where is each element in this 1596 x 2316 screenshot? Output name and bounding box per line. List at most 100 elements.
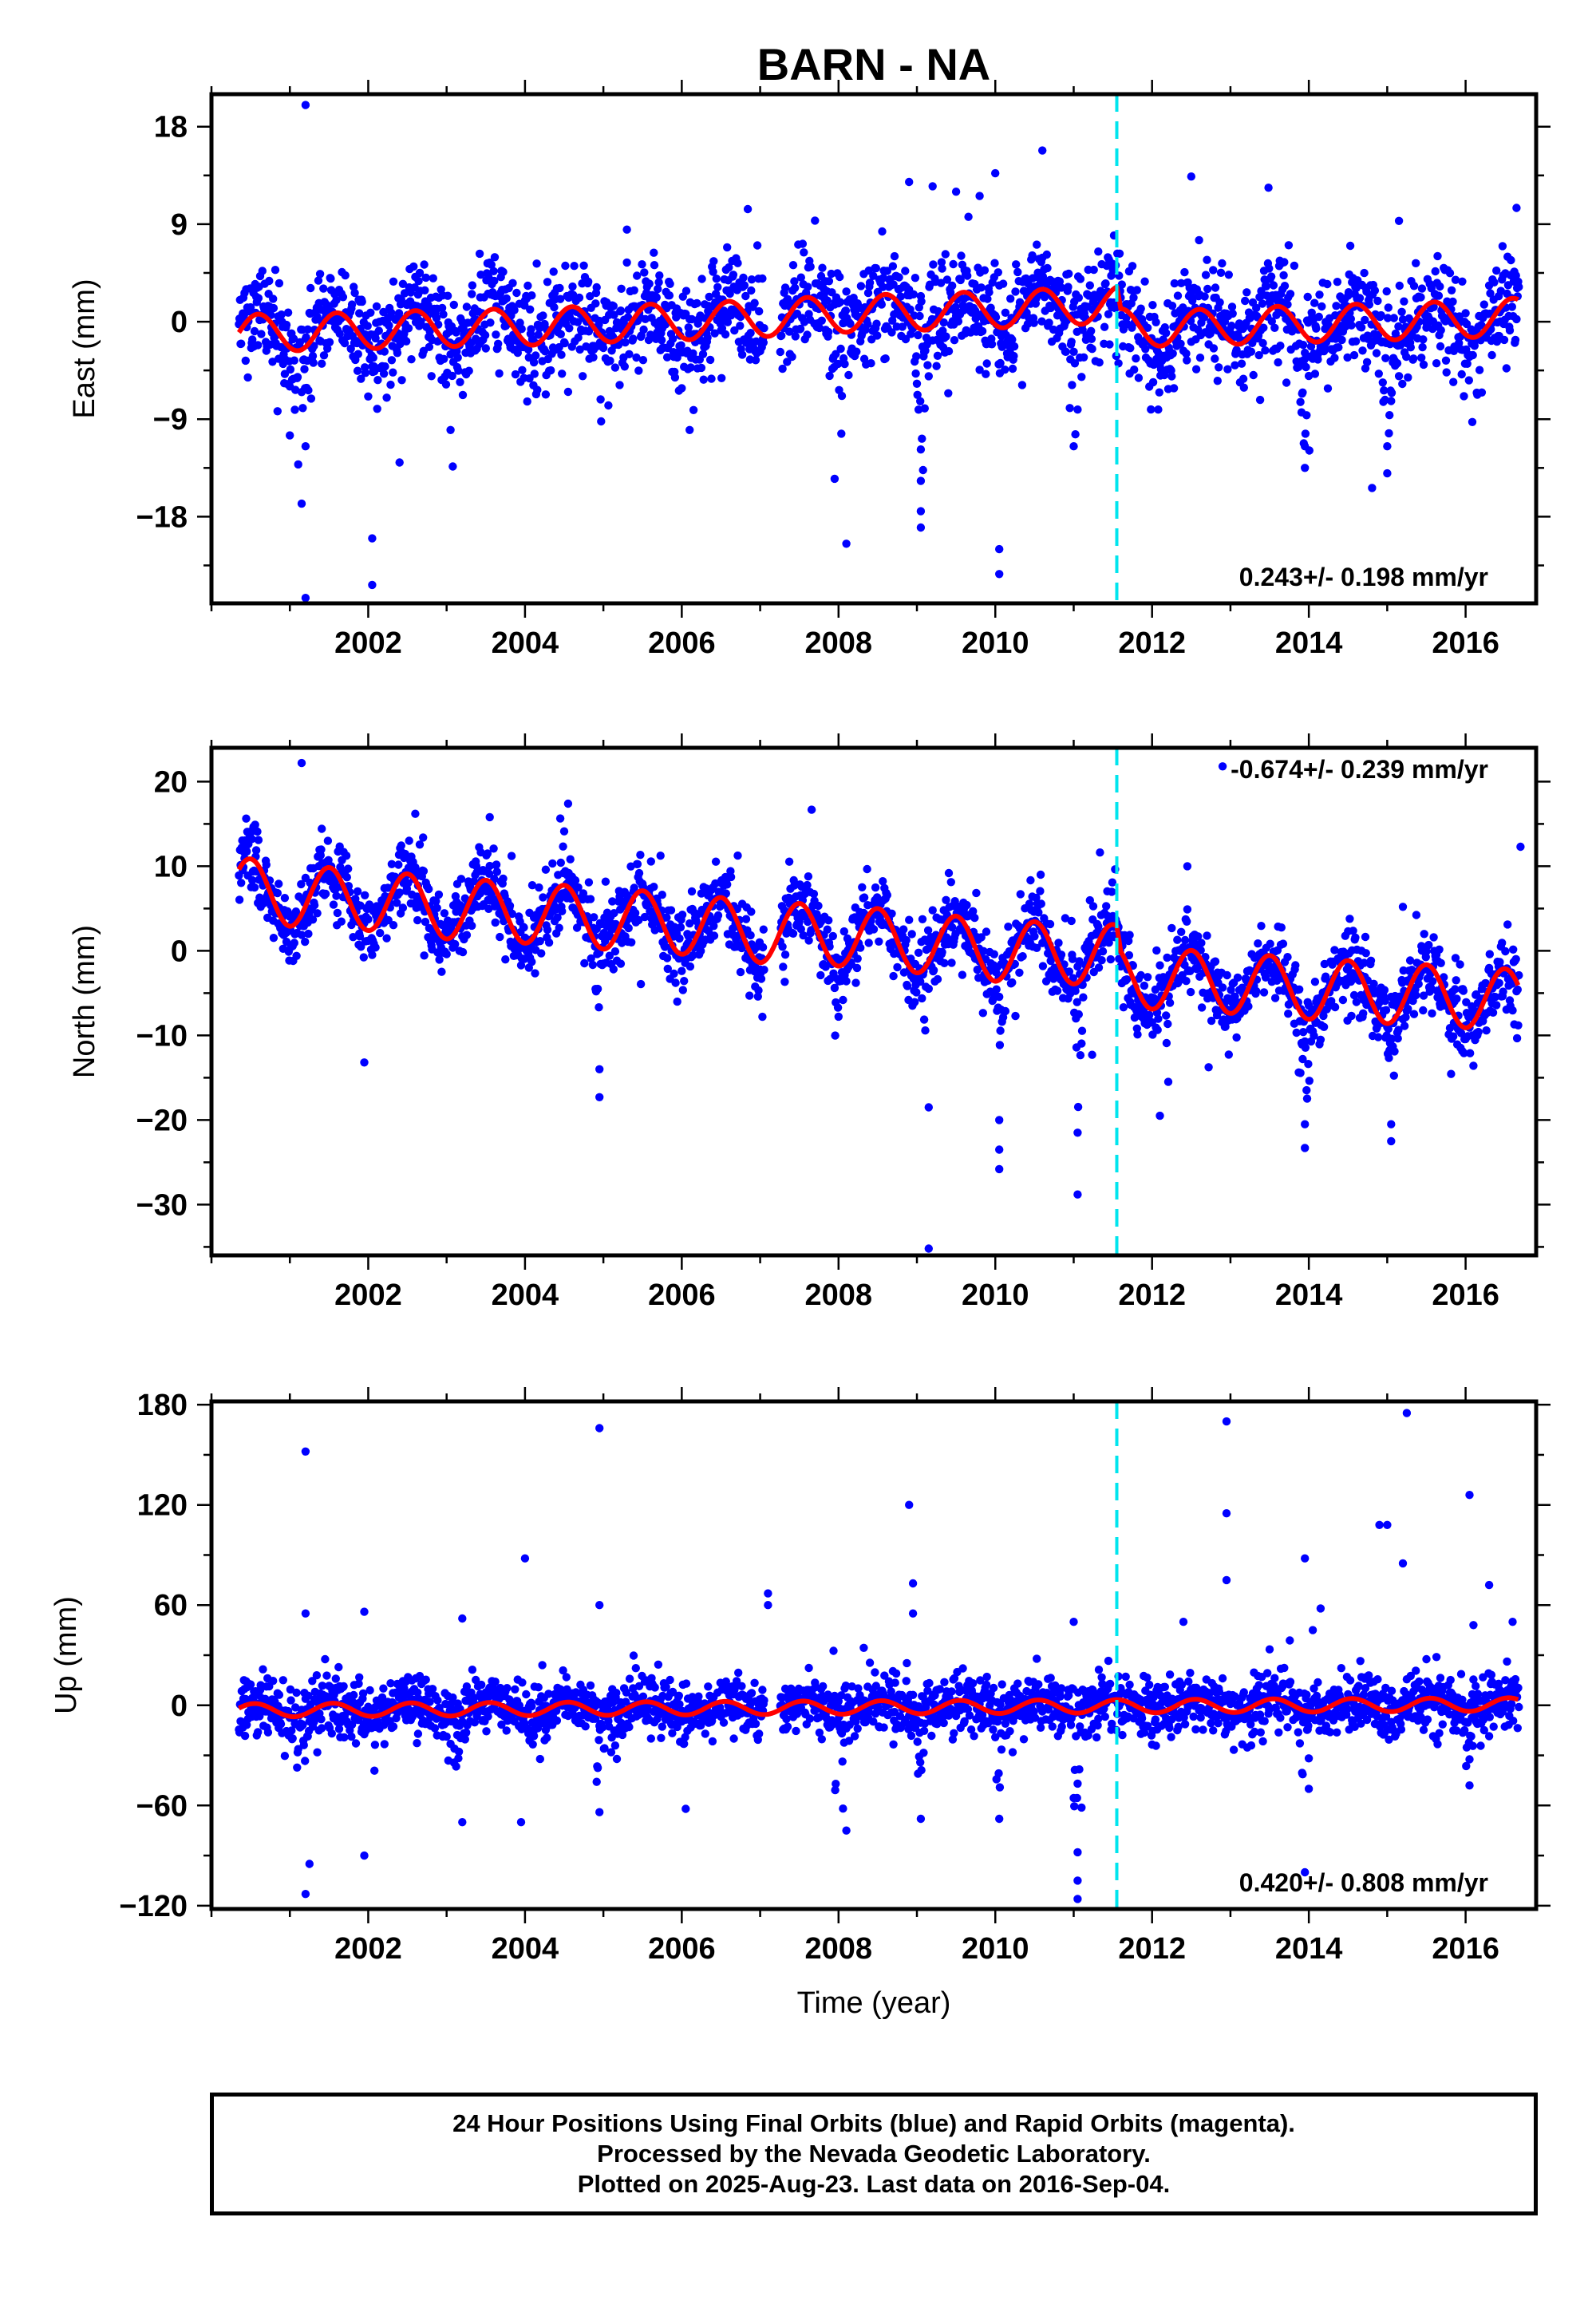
data-point xyxy=(1195,235,1203,245)
data-point xyxy=(308,351,318,361)
data-point xyxy=(485,861,494,871)
data-point xyxy=(1073,1102,1083,1112)
data-point xyxy=(1115,249,1124,258)
data-point xyxy=(321,889,330,899)
data-point xyxy=(693,298,701,308)
data-point xyxy=(1394,372,1404,381)
data-point xyxy=(475,249,484,259)
data-point xyxy=(743,204,753,214)
data-point xyxy=(1215,298,1224,307)
data-point xyxy=(929,260,938,269)
data-point xyxy=(1200,292,1209,301)
data-point xyxy=(729,271,738,279)
data-point xyxy=(402,337,411,346)
data-point xyxy=(1448,297,1457,306)
data-point xyxy=(1429,933,1438,942)
data-point xyxy=(914,948,923,958)
data-point xyxy=(242,814,251,823)
data-point xyxy=(1169,384,1179,393)
data-point xyxy=(533,385,542,394)
data-point xyxy=(1404,373,1412,382)
data-point xyxy=(1102,902,1111,911)
data-point xyxy=(1468,417,1477,426)
data-point xyxy=(579,372,587,381)
data-point xyxy=(480,330,490,340)
data-point xyxy=(327,1729,336,1738)
data-point xyxy=(373,405,381,413)
data-point xyxy=(1143,973,1152,982)
outlier-point xyxy=(1387,1136,1396,1146)
data-point xyxy=(804,283,812,291)
data-point xyxy=(1394,322,1403,331)
outlier-point xyxy=(1383,468,1392,478)
data-point xyxy=(778,364,787,373)
data-point xyxy=(492,868,501,876)
data-point xyxy=(1436,958,1445,968)
x-tick-label: 2004 xyxy=(492,626,559,660)
data-point xyxy=(736,322,745,330)
data-point xyxy=(1148,301,1157,310)
data-point xyxy=(1330,1002,1340,1012)
data-point xyxy=(1004,923,1013,931)
outlier-point xyxy=(368,534,377,543)
data-point xyxy=(1442,368,1451,377)
x-tick-label: 2014 xyxy=(1275,1279,1343,1312)
data-point xyxy=(784,327,794,336)
data-point xyxy=(1162,1038,1171,1048)
data-point xyxy=(712,275,721,283)
data-point xyxy=(938,947,946,957)
data-point xyxy=(780,978,789,986)
y-tick-label: −20 xyxy=(136,1104,188,1137)
data-point xyxy=(1301,1043,1310,1053)
data-point xyxy=(1382,287,1391,296)
data-point xyxy=(592,283,601,292)
data-point xyxy=(1008,335,1017,344)
data-point xyxy=(1291,961,1300,970)
outlier-point xyxy=(485,812,494,822)
data-point xyxy=(959,306,968,315)
data-point xyxy=(1310,298,1319,307)
data-point xyxy=(666,279,674,288)
data-point xyxy=(289,334,298,343)
data-point xyxy=(1023,319,1033,329)
data-point xyxy=(879,877,887,886)
data-point xyxy=(1266,939,1274,948)
data-point xyxy=(379,307,388,317)
data-point xyxy=(1203,255,1211,264)
data-point xyxy=(919,1015,929,1024)
data-point xyxy=(1352,998,1361,1006)
data-point xyxy=(641,314,650,323)
data-point xyxy=(357,943,365,951)
data-point xyxy=(833,1003,843,1012)
data-point xyxy=(1381,395,1389,405)
data-point xyxy=(1057,283,1066,292)
data-point xyxy=(382,393,391,402)
outlier-point xyxy=(924,1103,934,1112)
data-point xyxy=(269,303,279,313)
data-point xyxy=(398,903,408,912)
data-point xyxy=(654,278,663,287)
data-point xyxy=(293,1763,302,1772)
data-point xyxy=(1374,370,1384,378)
data-point xyxy=(1284,241,1294,250)
data-point xyxy=(1148,377,1158,387)
data-point xyxy=(823,925,832,934)
data-point xyxy=(1126,344,1135,353)
data-point xyxy=(1270,994,1280,1002)
data-point xyxy=(1177,279,1186,287)
data-point xyxy=(1074,293,1084,302)
data-point xyxy=(490,253,500,262)
data-point xyxy=(709,257,718,266)
data-point xyxy=(276,1720,286,1729)
data-point xyxy=(804,936,813,945)
data-point xyxy=(527,881,537,890)
data-point xyxy=(1203,931,1211,940)
data-point xyxy=(916,397,925,405)
data-point xyxy=(237,339,246,348)
outlier-point xyxy=(395,458,404,467)
data-point xyxy=(753,241,762,250)
data-point xyxy=(489,267,498,275)
data-point xyxy=(903,982,912,990)
data-point xyxy=(492,330,500,339)
